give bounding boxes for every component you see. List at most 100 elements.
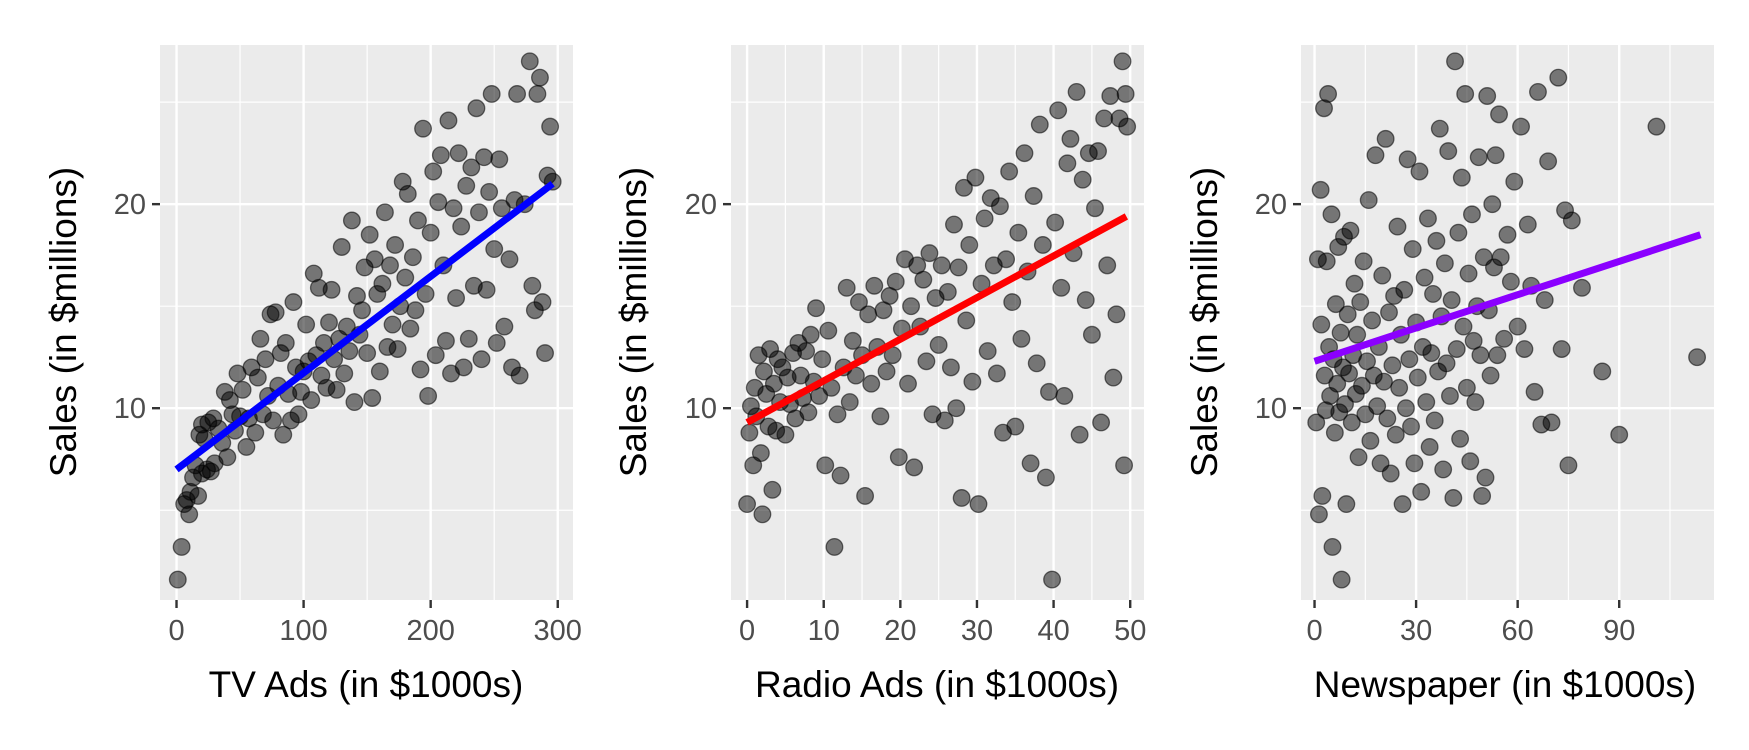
newspaper-x-tick-label: 0 [1306, 615, 1322, 647]
newspaper-data-point [1400, 350, 1419, 369]
tv-data-point [335, 364, 354, 383]
radio-data-point [1076, 291, 1095, 310]
radio-data-point [738, 495, 757, 514]
tv-data-point [480, 182, 499, 201]
radio-data-point [1116, 85, 1135, 103]
radio-data-point [1061, 129, 1080, 148]
tv-data-point [467, 99, 486, 118]
tv-data-point [536, 344, 554, 363]
radio-data-point [1027, 354, 1046, 373]
newspaper-data-point [1326, 295, 1345, 314]
newspaper-data-point [1473, 486, 1492, 505]
newspaper-data-point [1336, 395, 1354, 414]
newspaper-data-point [1331, 323, 1350, 342]
newspaper-data-point [1312, 315, 1331, 334]
tv-data-point [332, 238, 351, 256]
tv-data-point [523, 276, 542, 295]
tv-data-point [172, 537, 191, 556]
newspaper-x-axis-title: Newspaper (in $1000s) [1314, 664, 1697, 705]
radio-ads-scatter-panel: 0 10 20 30 40 50 10 20 Radio Ads (in $1000s) Sa… [613, 45, 1146, 705]
newspaper-data-point [1549, 68, 1568, 87]
newspaper-data-point [1396, 399, 1415, 418]
radio-data-point [1055, 387, 1074, 405]
newspaper-data-point [1358, 352, 1376, 371]
radio-data-point [1089, 142, 1107, 161]
radio-data-point [1012, 329, 1031, 348]
radio-data-point [905, 458, 924, 477]
newspaper-data-point [1562, 211, 1581, 230]
newspaper-scatter-panel: 0 30 60 90 10 20 Newspaper (in $1000s) Sales … [1184, 45, 1714, 705]
tv-data-point [452, 217, 471, 236]
newspaper-x-tick-label: 90 [1603, 615, 1635, 647]
newspaper-x-tick-label: 60 [1502, 615, 1534, 647]
newspaper-data-point [1449, 223, 1468, 242]
newspaper-data-point [1376, 129, 1395, 148]
radio-data-point [947, 399, 966, 418]
tv-data-point [370, 362, 389, 381]
newspaper-data-point [1647, 117, 1666, 136]
newspaper-y-tick-label: 10 [1255, 393, 1287, 425]
newspaper-data-point [1573, 278, 1591, 297]
tv-data-point [256, 350, 275, 369]
newspaper-data-point [1366, 146, 1385, 165]
tv-data-point [233, 380, 252, 399]
tv-data-point [373, 274, 392, 293]
radio-axis-ticks: 0 10 20 30 40 50 10 20 [685, 189, 1147, 647]
newspaper-data-point [1328, 374, 1347, 393]
radio-data-point [807, 299, 826, 318]
newspaper-data-point [1478, 87, 1497, 105]
tv-data-point [439, 111, 458, 130]
tv-data-point [264, 411, 283, 430]
radio-data-point [889, 448, 908, 467]
newspaper-data-point [1405, 454, 1424, 473]
radio-data-point [1104, 368, 1123, 387]
tv-data-point [218, 448, 237, 467]
tv-data-point [386, 236, 405, 254]
radio-data-point [969, 495, 988, 514]
radio-data-point [1024, 187, 1043, 205]
radio-data-point [954, 178, 973, 197]
newspaper-data-point [1535, 291, 1554, 310]
newspaper-data-point [1439, 142, 1458, 161]
newspaper-y-axis-title: Sales (in $millions) [1184, 167, 1225, 478]
tv-data-point [436, 331, 455, 350]
tv-data-point [363, 389, 382, 407]
tv-data-point [482, 85, 501, 103]
newspaper-points [1307, 52, 1707, 589]
newspaper-data-point [1311, 180, 1330, 199]
tv-data-point [533, 293, 552, 312]
tv-data-point [457, 176, 476, 195]
radio-data-point [1040, 382, 1058, 401]
newspaper-data-point [1380, 303, 1398, 322]
radio-data-point [859, 305, 878, 324]
tv-data-point [360, 225, 379, 244]
newspaper-data-point [1354, 252, 1373, 271]
tv-data-point [416, 284, 435, 303]
tv-data-point [365, 250, 384, 269]
newspaper-data-point [1542, 413, 1561, 432]
radio-data-point [776, 425, 795, 444]
radio-data-point [966, 168, 985, 187]
radio-data-point [877, 362, 896, 381]
tv-data-point [447, 289, 466, 307]
tv-data-point [426, 346, 445, 365]
tv-data-point [409, 211, 427, 230]
radio-x-tick-label: 20 [884, 615, 916, 647]
newspaper-data-point [1559, 456, 1578, 475]
radio-data-point [949, 258, 968, 277]
tv-x-tick-label: 0 [168, 615, 184, 647]
newspaper-data-point [1373, 266, 1392, 285]
newspaper-data-point [1512, 117, 1530, 136]
newspaper-data-point [1317, 252, 1336, 271]
tv-data-point [406, 301, 425, 320]
radio-data-point [1107, 305, 1126, 324]
tv-data-point [541, 117, 560, 136]
tv-y-tick-label: 10 [114, 393, 146, 425]
radio-data-point [799, 403, 818, 422]
tv-data-point [388, 340, 407, 358]
newspaper-data-point [1486, 146, 1505, 165]
newspaper-data-point [1491, 248, 1510, 267]
tv-data-point [327, 380, 346, 399]
newspaper-data-point [1319, 85, 1338, 103]
tv-data-point [470, 203, 488, 222]
